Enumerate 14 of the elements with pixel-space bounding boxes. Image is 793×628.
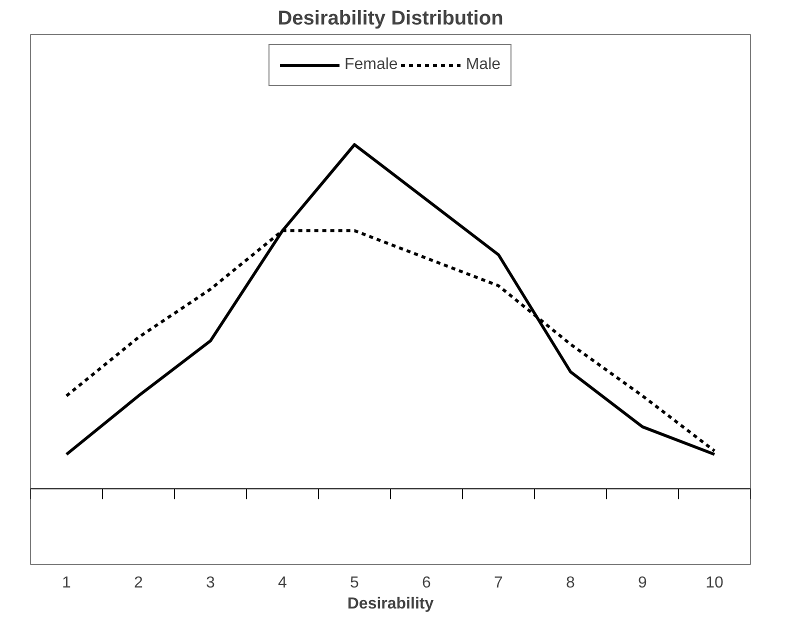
x-tick-label: 6 [422,574,432,592]
x-axis-title: Desirability [347,596,434,612]
x-tick-label: 2 [134,574,144,592]
x-tick-label: 5 [350,574,360,592]
x-tick-label: 1 [62,574,72,592]
legend-label: Male [466,56,501,74]
x-tick-label: 8 [566,574,576,592]
x-tick-label: 7 [494,574,504,592]
chart-title: Desirability Distribution [278,8,504,30]
legend-label: Female [344,56,398,74]
x-tick-label: 3 [206,574,216,592]
x-tick-label: 10 [706,574,724,592]
x-tick-label: 9 [638,574,648,592]
x-tick-label: 4 [278,574,288,592]
